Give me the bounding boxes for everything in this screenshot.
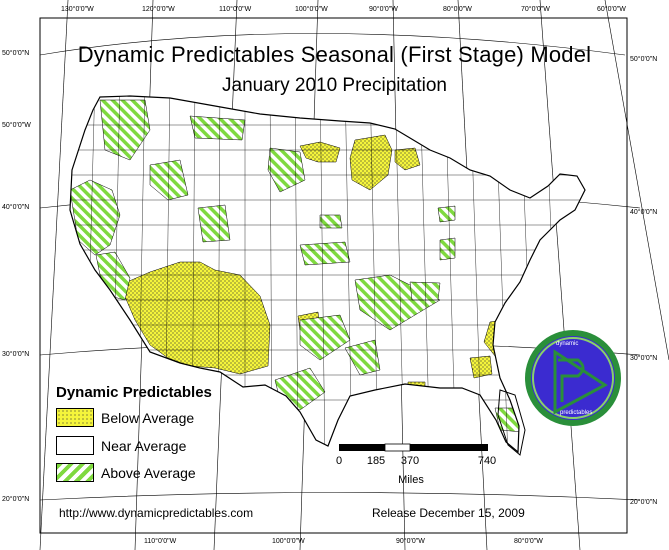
above-region-kansas xyxy=(319,214,343,229)
left-tick-label: 30°0'0"N xyxy=(2,351,30,358)
bottom-tick-label: 110°0'0"W xyxy=(144,538,177,545)
above-region-mississippi xyxy=(344,339,381,376)
legend-label-above: Above Average xyxy=(101,465,196,481)
above-region-florida xyxy=(494,407,523,433)
legend-label-below: Below Average xyxy=(101,410,195,426)
right-tick-label: 30°0'0"N xyxy=(630,355,658,362)
logo-text-top: dynamic xyxy=(556,341,579,347)
top-tick-label: 60°0'0"W xyxy=(597,6,626,13)
us-map xyxy=(69,95,586,456)
below-region-gulf xyxy=(407,381,426,393)
legend-label-near: Near Average xyxy=(101,438,187,454)
above-region-great-lakes xyxy=(437,205,456,223)
above-region-pacific-coast xyxy=(70,179,121,256)
below-region-georgia xyxy=(469,355,493,379)
top-tick-label: 130°0'0"W xyxy=(61,6,94,13)
above-region-appalachia xyxy=(439,237,456,261)
legend-swatch-above xyxy=(56,463,94,482)
below-region-wisconsin xyxy=(394,147,421,171)
above-region-northwest xyxy=(99,99,151,161)
bottom-tick-label: 80°0'0"W xyxy=(514,538,543,545)
bottom-tick-label: 100°0'0"W xyxy=(272,538,305,545)
map-subtitle: January 2010 Precipitation xyxy=(222,75,447,96)
top-tick-label: 100°0'0"W xyxy=(295,6,328,13)
above-region-ohio-valley xyxy=(409,281,441,301)
below-region-minnesota xyxy=(349,134,393,191)
above-region-southcentral xyxy=(354,274,441,331)
above-region-montana xyxy=(189,115,246,141)
left-tick-label: 50°0'0"W xyxy=(2,122,31,129)
legend-title: Dynamic Predictables xyxy=(56,384,212,401)
top-tick-label: 120°0'0"W xyxy=(142,6,175,13)
scale-tick-label: 740 xyxy=(477,455,497,467)
right-tick-label: 20°0'0"N xyxy=(630,499,658,506)
footer-url: http://www.dynamicpredictables.com xyxy=(59,506,254,520)
scale-tick-label: 0 xyxy=(335,455,343,467)
top-tick-label: 80°0'0"W xyxy=(443,6,472,13)
right-tick-label: 40°0'0"N xyxy=(630,209,658,216)
scale-unit-label: Miles xyxy=(398,474,424,486)
top-tick-label: 90°0'0"W xyxy=(369,6,398,13)
map-frame xyxy=(39,17,628,534)
top-tick-label: 110°0'0"W xyxy=(219,6,252,13)
left-tick-label: 20°0'0"N xyxy=(2,496,30,503)
above-region-plains xyxy=(299,241,351,266)
above-region-wyoming xyxy=(197,204,231,243)
scale-tick-label: 185 xyxy=(366,455,386,467)
top-tick-label: 70°0'0"W xyxy=(521,6,550,13)
below-region-north-central xyxy=(299,141,341,163)
bottom-tick-label: 90°0'0"W xyxy=(396,538,425,545)
above-region-idaho xyxy=(149,159,189,201)
scale-bar xyxy=(339,443,488,452)
scale-tick-label: 370 xyxy=(400,455,420,467)
legend-swatch-below xyxy=(56,408,94,427)
logo-text-bottom: predictables xyxy=(560,410,593,416)
right-tick-label: 50°0'0"N xyxy=(630,56,658,63)
map-title: Dynamic Predictables Seasonal (First Sta… xyxy=(77,42,592,67)
footer-release: Release December 15, 2009 xyxy=(372,506,525,520)
legend-swatch-near xyxy=(56,436,94,455)
left-tick-label: 50°0'0"N xyxy=(2,50,30,57)
dynamic-predictables-logo xyxy=(525,330,621,426)
left-tick-label: 40°0'0"N xyxy=(2,204,30,211)
below-region-southwest xyxy=(119,261,271,375)
